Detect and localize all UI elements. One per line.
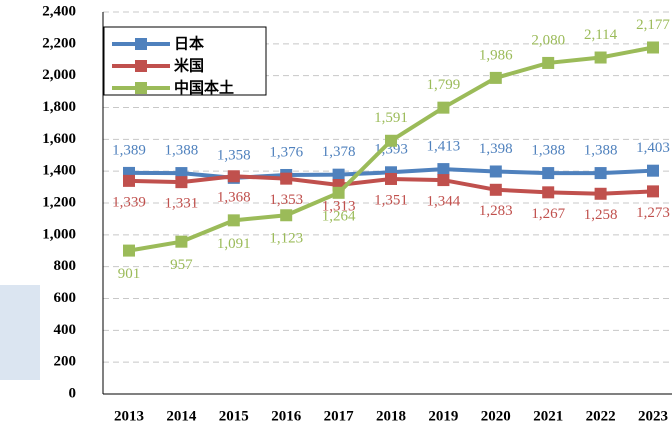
data-label: 2,114 xyxy=(584,27,618,43)
data-label: 1,283 xyxy=(479,203,513,219)
data-label: 1,258 xyxy=(584,207,618,223)
point-marker xyxy=(647,41,659,53)
data-label: 2,080 xyxy=(531,32,565,48)
point-marker xyxy=(490,184,502,196)
point-marker xyxy=(175,236,187,248)
data-label: 1,273 xyxy=(636,205,670,221)
y-tick-label: 1,200 xyxy=(42,194,76,210)
y-tick-label: 1,000 xyxy=(42,226,76,242)
x-tick-label: 2023 xyxy=(638,408,668,424)
point-marker xyxy=(280,209,292,221)
data-label: 901 xyxy=(118,266,141,282)
point-marker xyxy=(123,175,135,187)
data-label: 1,344 xyxy=(427,194,461,210)
point-marker xyxy=(385,135,397,147)
data-label: 1,358 xyxy=(217,147,251,163)
data-label: 1,378 xyxy=(322,144,356,160)
point-marker xyxy=(542,167,554,179)
decoration xyxy=(0,285,40,380)
point-marker xyxy=(333,169,345,181)
x-tick-label: 2016 xyxy=(271,408,302,424)
data-label: 1,398 xyxy=(479,141,513,157)
legend-label: 中国本土 xyxy=(174,79,234,97)
point-marker xyxy=(333,187,345,199)
data-label: 1,123 xyxy=(269,231,303,247)
point-marker xyxy=(175,176,187,188)
point-marker xyxy=(437,102,449,114)
y-tick-label: 1,600 xyxy=(42,131,76,147)
point-marker xyxy=(280,173,292,185)
y-tick-label: 2,200 xyxy=(42,35,76,51)
point-marker xyxy=(385,173,397,185)
data-label: 957 xyxy=(170,257,193,273)
data-label: 1,331 xyxy=(165,196,199,212)
y-tick-label: 2,400 xyxy=(42,3,76,19)
legend-label: 米国 xyxy=(174,57,204,75)
x-tick-label: 2022 xyxy=(586,408,616,424)
data-label: 1,403 xyxy=(636,140,670,156)
point-marker xyxy=(595,52,607,64)
x-tick-label: 2021 xyxy=(533,408,563,424)
x-tick-label: 2017 xyxy=(324,408,355,424)
x-tick-label: 2014 xyxy=(166,408,197,424)
legend-marker xyxy=(135,38,147,50)
point-marker xyxy=(647,165,659,177)
data-label: 1,388 xyxy=(165,143,199,159)
data-label: 1,267 xyxy=(531,206,565,222)
chart: 0 200 400 600 800 1,000 1,200 1,400 1,600 1,800 2,… xyxy=(0,0,672,429)
data-label: 1,389 xyxy=(112,142,146,158)
y-tick-label: 1,800 xyxy=(42,99,76,115)
x-tick-label: 2020 xyxy=(481,408,511,424)
data-label: 1,353 xyxy=(269,192,303,208)
x-tick-label: 2013 xyxy=(114,408,144,424)
data-label: 2,177 xyxy=(636,17,670,33)
data-label: 1,986 xyxy=(479,47,513,63)
data-label: 1,413 xyxy=(427,139,461,155)
data-label: 1,351 xyxy=(374,192,408,208)
y-tick-label: 200 xyxy=(54,354,77,370)
point-marker xyxy=(595,167,607,179)
data-label: 1,388 xyxy=(584,143,618,159)
data-label: 1,376 xyxy=(269,144,303,160)
legend-label: 日本 xyxy=(174,35,204,53)
point-marker xyxy=(542,57,554,69)
data-label: 1,264 xyxy=(322,208,356,224)
point-marker xyxy=(490,165,502,177)
data-label: 1,091 xyxy=(217,236,251,252)
legend-marker xyxy=(135,60,147,72)
data-label: 1,799 xyxy=(427,77,461,93)
data-label: 1,591 xyxy=(374,110,408,126)
point-marker xyxy=(228,170,240,182)
legend-marker xyxy=(135,82,147,94)
point-marker xyxy=(595,188,607,200)
x-tick-label: 2015 xyxy=(219,408,249,424)
x-tick-label: 2019 xyxy=(428,408,458,424)
y-tick-label: 1,400 xyxy=(42,163,76,179)
y-tick-label: 2,000 xyxy=(42,67,76,83)
point-marker xyxy=(542,186,554,198)
x-tick-label: 2018 xyxy=(376,408,406,424)
point-marker xyxy=(490,72,502,84)
point-marker xyxy=(647,185,659,197)
data-label: 1,368 xyxy=(217,190,251,206)
y-tick-label: 0 xyxy=(69,385,77,401)
point-marker xyxy=(437,163,449,175)
point-marker xyxy=(437,174,449,186)
y-tick-label: 400 xyxy=(54,322,77,338)
y-tick-label: 600 xyxy=(54,290,77,306)
point-marker xyxy=(123,245,135,257)
point-marker xyxy=(228,214,240,226)
y-tick-label: 800 xyxy=(54,258,77,274)
data-label: 1,388 xyxy=(531,143,565,159)
data-label: 1,339 xyxy=(112,194,146,210)
